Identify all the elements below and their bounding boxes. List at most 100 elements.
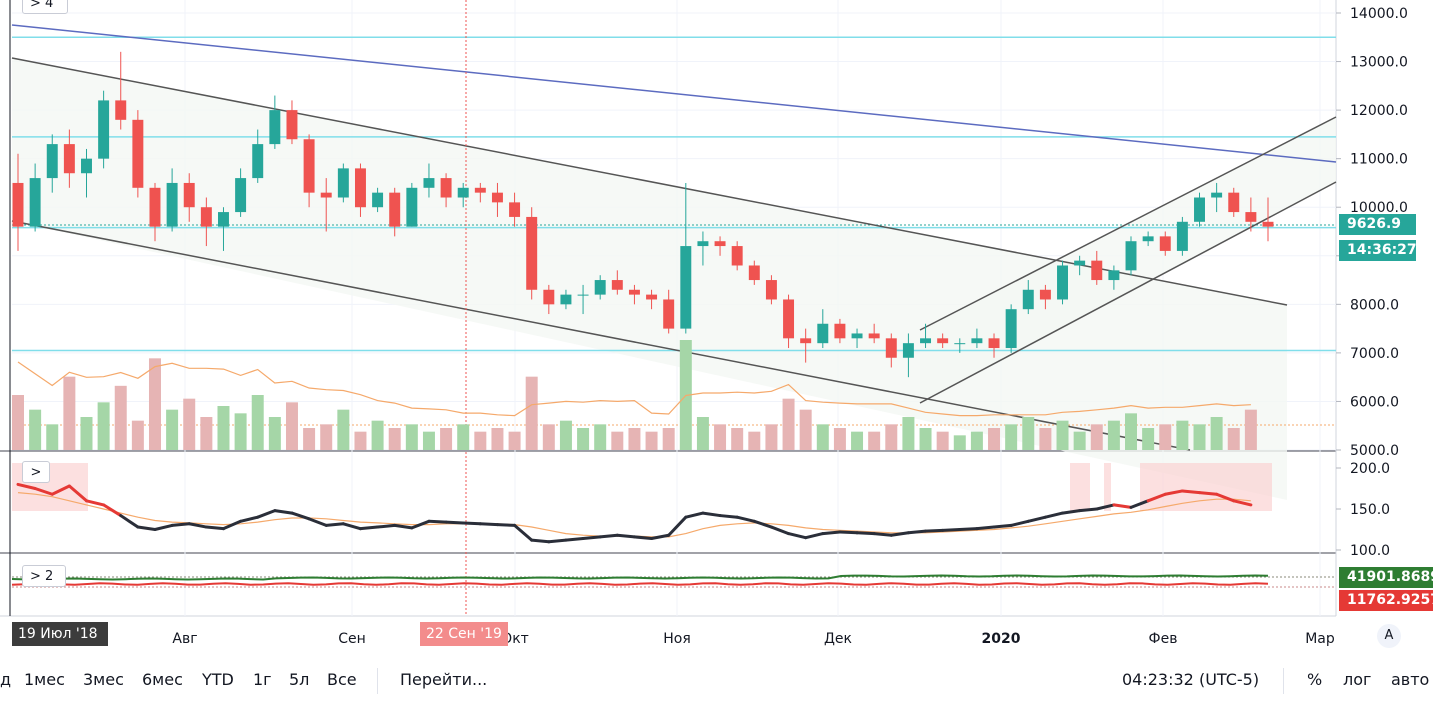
- candle-body: [697, 241, 709, 247]
- time-axis-label: Сен: [338, 631, 366, 647]
- indicator-main-line: [975, 525, 996, 531]
- indicator-main-line: [341, 522, 362, 531]
- volume-bar: [525, 376, 538, 450]
- indicator-main-line: [1009, 519, 1030, 527]
- indicator-main-line: [1129, 499, 1150, 509]
- range-button-3m[interactable]: 3мес: [83, 670, 124, 689]
- channel-line-lower: [11, 220, 1191, 451]
- indicator-main-line: [393, 523, 414, 530]
- indicator-main-line: [1112, 503, 1133, 509]
- price-axis-label: 11000.0: [1350, 152, 1408, 168]
- volume-bar: [405, 424, 418, 450]
- candle-body: [954, 343, 966, 345]
- range-button-ytd[interactable]: YTD: [202, 670, 234, 689]
- volume-bar: [131, 420, 144, 450]
- range-button-5y[interactable]: 5л: [289, 670, 310, 689]
- time-axis-label: Окт: [501, 631, 529, 647]
- range-button-1y[interactable]: 1г: [253, 670, 272, 689]
- goto-date-button[interactable]: Перейти...: [400, 670, 488, 689]
- indicator-main-line: [1061, 509, 1082, 515]
- pane-collapse-button-indicator-2[interactable]: > 2: [22, 565, 66, 587]
- candle-body: [868, 333, 880, 339]
- range-button-day[interactable]: д: [0, 670, 12, 689]
- candle-body: [560, 294, 572, 305]
- volume-bar: [1244, 409, 1257, 450]
- chart-svg[interactable]: Авг Сен Окт Ноя Дек 2020 Фев Мар 14000.0 13000.0 1…: [0, 0, 1433, 662]
- candle-body: [765, 280, 777, 300]
- time-axis-label: Дек: [824, 631, 852, 647]
- indicator-main-line: [924, 528, 945, 533]
- pane-collapse-button-indicator[interactable]: >: [22, 461, 50, 483]
- volume-bar: [440, 428, 453, 450]
- auto-scale-button[interactable]: A: [1377, 624, 1401, 648]
- candle-body: [594, 280, 606, 295]
- ascending-channel-lower: [919, 181, 1337, 404]
- trend-line-blue: [11, 24, 1337, 163]
- range-button-all[interactable]: Все: [327, 670, 357, 689]
- indicator-main-line: [632, 535, 654, 541]
- volume-bar: [234, 413, 247, 450]
- candle-body: [1057, 265, 1068, 300]
- candle-body: [937, 338, 949, 344]
- candle-body: [183, 182, 195, 208]
- auto-scale-toggle[interactable]: авто: [1391, 670, 1430, 689]
- candle-body: [457, 187, 469, 198]
- candle-body: [63, 144, 75, 174]
- indicator-axis-label: 200.0: [1350, 461, 1390, 477]
- indicator-main-line: [650, 533, 671, 541]
- volume-bar: [303, 428, 316, 450]
- volume-ma-line: [17, 361, 1251, 417]
- volume-bar: [80, 417, 93, 450]
- volume-bar: [320, 424, 333, 450]
- indicator-main-line: [547, 538, 568, 544]
- candle-body: [1108, 270, 1120, 281]
- indicator2-green-line: [11, 574, 1269, 581]
- candle-body: [731, 246, 743, 266]
- volume-bar: [1159, 424, 1172, 450]
- indicator-axis-label: 150.0: [1350, 502, 1390, 518]
- range-button-6m[interactable]: 6мес: [142, 670, 183, 689]
- volume-bar: [577, 428, 590, 450]
- candle-body: [714, 241, 726, 247]
- timezone-clock[interactable]: 04:23:32 (UTC-5): [1122, 670, 1260, 689]
- candle-body: [1211, 192, 1223, 198]
- volume-bar: [97, 402, 110, 450]
- candle-body: [1194, 197, 1205, 222]
- candle-body: [1245, 212, 1257, 222]
- last-price-badge: 9626.9: [1339, 214, 1416, 235]
- candle-body: [1005, 309, 1017, 349]
- volume-bar: [611, 431, 624, 450]
- volume-bar: [714, 424, 727, 450]
- indicator-main-line: [1078, 507, 1099, 513]
- volume-bar: [1056, 420, 1069, 450]
- range-button-1m[interactable]: 1мес: [24, 670, 65, 689]
- candle-body: [320, 192, 332, 198]
- volume-bar: [885, 424, 898, 450]
- volume-bar: [46, 424, 59, 450]
- indicator-main-line: [136, 525, 157, 531]
- volume-bar: [1142, 428, 1155, 450]
- candle-body: [29, 178, 41, 227]
- volume-bar: [662, 428, 675, 450]
- pane-collapse-button-main[interactable]: > 4: [22, 0, 68, 14]
- candle-body: [748, 265, 760, 281]
- indicator-main-line: [855, 531, 876, 536]
- volume-bar: [988, 428, 1001, 450]
- volume-bar: [337, 409, 350, 450]
- candle-body: [611, 280, 623, 290]
- indicator-main-line: [33, 487, 54, 496]
- indicator-main-line: [84, 499, 106, 507]
- volume-bar: [508, 431, 521, 450]
- indicator-main-line: [1146, 492, 1167, 503]
- volume-bar: [1125, 413, 1138, 450]
- indicator-main-line: [358, 525, 380, 531]
- log-scale-toggle[interactable]: лог: [1343, 670, 1372, 689]
- volume-bar: [1107, 420, 1120, 450]
- percent-scale-toggle[interactable]: %: [1307, 670, 1323, 689]
- volume-bar: [919, 428, 932, 450]
- indicator-main-line: [495, 523, 517, 527]
- indicator-main-line: [204, 525, 225, 531]
- candle-body: [783, 299, 795, 339]
- volume-bar: [183, 398, 196, 450]
